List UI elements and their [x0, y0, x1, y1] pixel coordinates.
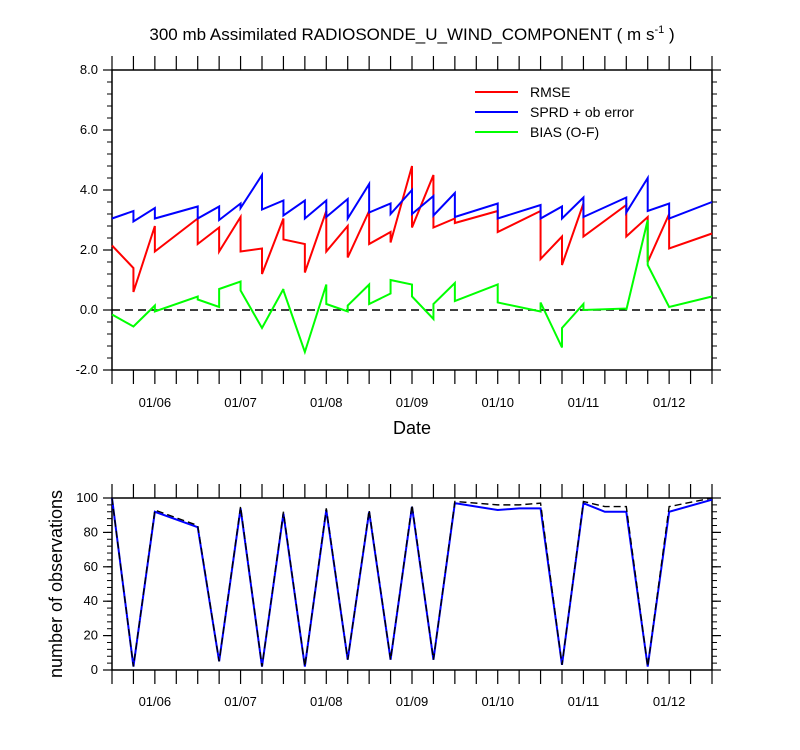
y-tick-label: 8.0 [80, 62, 98, 77]
x-tick-label: 01/06 [139, 694, 172, 709]
series-line-possible [111, 497, 713, 667]
x-tick-label: 01/08 [310, 694, 343, 709]
y-axis-label-observations: number of observations [46, 490, 66, 678]
top-x-tick-labels: 01/06 01/07 01/08 01/09 01/10 01/11 01/12 [139, 395, 686, 410]
bottom-axis-ticks [103, 484, 721, 684]
series-line-sprd-ob-error [111, 171, 713, 224]
series-line-rmse [111, 165, 713, 293]
top-plot-panel: 8.0 6.0 4.0 2.0 0.0 -2.0 01/06 01/07 01/08 01/09… [76, 56, 721, 438]
x-tick-label: 01/11 [568, 395, 600, 410]
legend: RMSE SPRD + ob error BIAS (O-F) [475, 84, 634, 140]
top-y-tick-labels: 8.0 6.0 4.0 2.0 0.0 -2.0 [76, 62, 98, 377]
bottom-x-tick-labels: 01/06 01/07 01/08 01/09 01/10 01/11 01/12 [139, 694, 686, 709]
chart-title: 300 mb Assimilated RADIOSONDE_U_WIND_COM… [149, 24, 674, 44]
x-tick-label: 01/09 [396, 694, 429, 709]
x-tick-label: 01/07 [224, 694, 257, 709]
x-tick-label: 01/12 [653, 395, 686, 410]
y-tick-label: 40 [84, 593, 98, 608]
x-tick-label: 01/11 [568, 694, 600, 709]
y-tick-label: 60 [84, 559, 98, 574]
legend-label: RMSE [530, 84, 570, 100]
legend-label: BIAS (O-F) [530, 124, 599, 140]
y-tick-label: 2.0 [80, 242, 98, 257]
series-line-bias-o-f [111, 219, 713, 356]
x-tick-label: 01/10 [481, 694, 514, 709]
bottom-plot-frame [111, 497, 713, 671]
y-tick-label: 4.0 [80, 182, 98, 197]
x-axis-label: Date [393, 418, 431, 438]
y-tick-label: -2.0 [76, 362, 98, 377]
x-tick-label: 01/10 [481, 395, 514, 410]
series-line-used [111, 497, 713, 667]
y-tick-label: 80 [84, 524, 98, 539]
top-axis-ticks [103, 56, 721, 384]
y-tick-label: 0.0 [80, 302, 98, 317]
y-tick-label: 20 [84, 628, 98, 643]
x-tick-label: 01/08 [310, 395, 343, 410]
x-tick-label: 01/12 [653, 694, 686, 709]
bottom-series-group [111, 497, 713, 667]
x-tick-label: 01/09 [396, 395, 429, 410]
bottom-y-tick-labels: 100 80 60 40 20 0 [76, 490, 98, 677]
y-tick-label: 6.0 [80, 122, 98, 137]
y-tick-label: 0 [91, 662, 98, 677]
x-tick-label: 01/07 [224, 395, 257, 410]
y-tick-label: 100 [76, 490, 98, 505]
x-tick-label: 01/06 [139, 395, 172, 410]
legend-label: SPRD + ob error [530, 104, 634, 120]
top-series-group [111, 165, 713, 356]
